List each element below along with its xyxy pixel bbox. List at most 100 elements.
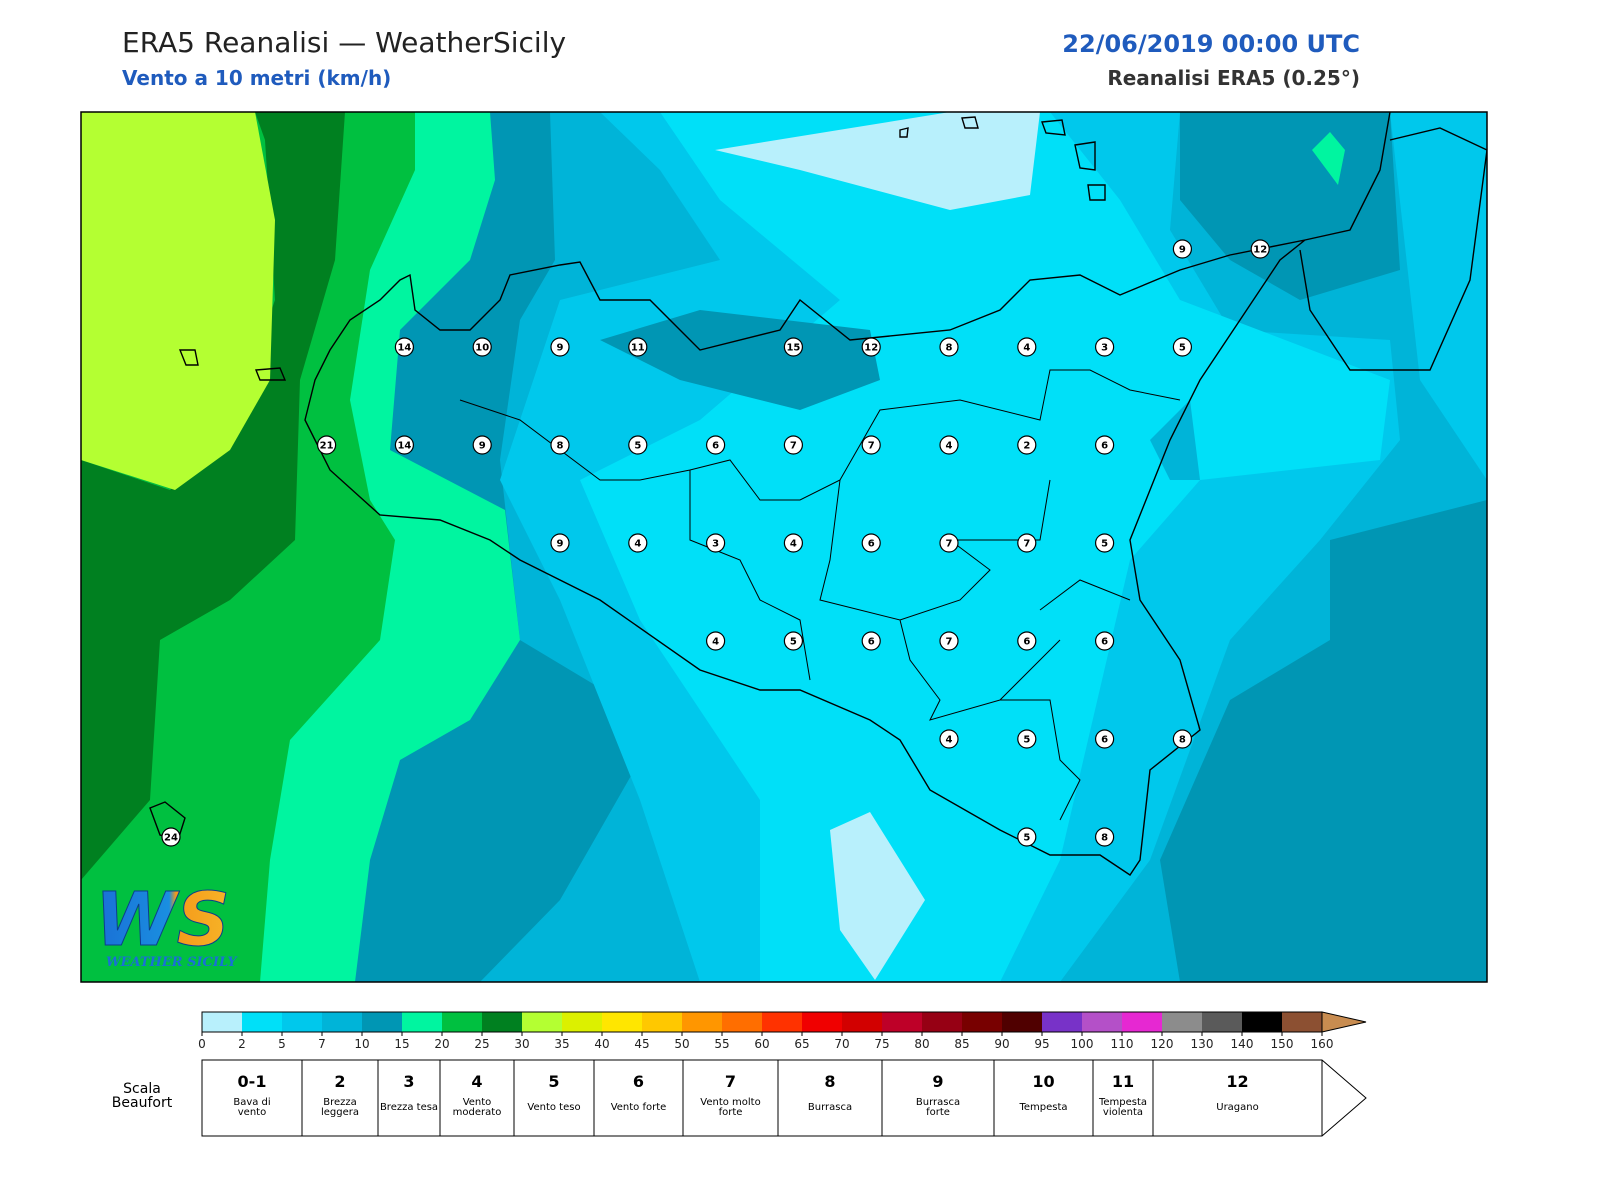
station-marker: [1172, 337, 1193, 357]
colorbar: 0 2 5 7 10 15 20 25 30 35 40 45 50 55 60 65 70 75 80 85 90 95…: [198, 1011, 1367, 1051]
colorbar-segment: [442, 1012, 482, 1032]
logo: WS WEATHER SICILY: [95, 877, 239, 971]
station-marker: [550, 337, 570, 357]
station-marker: [1172, 729, 1193, 749]
colorbar-tick-label: 40: [594, 1037, 609, 1051]
station-marker: [1017, 435, 1037, 455]
colorbar-tick-label: 5: [278, 1037, 286, 1051]
beaufort-cell: 8 Burrasca: [778, 1060, 882, 1136]
colorbar-segment: [1002, 1012, 1042, 1032]
beaufort-cell: 6 Vento forte: [594, 1060, 683, 1136]
station-value: 9: [1179, 245, 1186, 256]
station-marker: [1017, 533, 1037, 553]
station-value: 5: [1179, 343, 1186, 354]
colorbar-segment: [1042, 1012, 1082, 1032]
station-marker: [628, 337, 648, 357]
stations: 9 12 14 10 9 11 15 12 8 4 3 5 21 14 9 8 5 6 7 7 4 2 6 9 4 3 4 6 7 7 5 4…: [161, 239, 1270, 847]
colorbar-tick-label: 30: [514, 1037, 529, 1051]
colorbar-segment: [602, 1012, 642, 1032]
colorbar-segment: [202, 1012, 242, 1032]
station-marker: [317, 435, 337, 455]
colorbar-segment: [322, 1012, 362, 1032]
station-value: 8: [1179, 735, 1186, 746]
subtitle: Vento a 10 metri (km/h): [122, 66, 391, 90]
station-marker: [628, 533, 648, 553]
station-marker: [1017, 729, 1037, 749]
beaufort-cell: 9 Burrasca forte: [882, 1060, 994, 1136]
station-marker: [783, 631, 804, 651]
beaufort-force: 7: [724, 1072, 737, 1091]
station-marker: [861, 533, 881, 553]
field: [81, 112, 345, 880]
colorbar-tick-label: 95: [1034, 1037, 1049, 1051]
beaufort-description: Burrasca forte: [915, 1097, 961, 1118]
station-marker: [161, 827, 181, 847]
station-value: 5: [790, 637, 797, 648]
colorbar-segment: [882, 1012, 922, 1032]
station-value: 7: [790, 441, 797, 452]
beaufort-label: Scala Beaufort: [111, 1081, 173, 1111]
station-marker: [939, 631, 959, 651]
colorbar-tick-label: 130: [1191, 1037, 1214, 1051]
calabria-coast: [1304, 112, 1391, 241]
station-value: 7: [946, 539, 953, 550]
colorbar-segment: [722, 1012, 762, 1032]
station-value: 5: [1101, 539, 1108, 550]
colorbar-tick-label: 150: [1271, 1037, 1294, 1051]
station-value: 6: [712, 441, 719, 452]
colorbar-tick-label: 25: [474, 1037, 489, 1051]
station-marker: [1017, 827, 1037, 847]
beaufort-cell: 7 Vento molto forte: [683, 1060, 778, 1136]
station-marker: [1094, 533, 1115, 553]
station-marker: [550, 533, 570, 553]
coastline: [149, 112, 1487, 876]
colorbar-tick-label: 140: [1231, 1037, 1254, 1051]
colorbar-tick-label: 65: [794, 1037, 809, 1051]
beaufort-description: Tempesta: [1019, 1102, 1068, 1113]
calabria-coast: [1389, 127, 1487, 151]
station-value: 11: [631, 343, 645, 354]
field: [600, 310, 880, 410]
field: [81, 112, 275, 490]
station-value: 4: [946, 441, 953, 452]
station-value: 15: [786, 343, 800, 354]
station-value: 21: [320, 441, 334, 452]
station-marker: [783, 337, 804, 357]
station-value: 14: [397, 441, 411, 452]
title: ERA5 Reanalisi — WeatherSicily: [122, 26, 566, 59]
station-value: 4: [1023, 343, 1030, 354]
station-value: 8: [1101, 833, 1108, 844]
map-frame: [80, 111, 1488, 983]
colorbar-tick-label: 120: [1151, 1037, 1174, 1051]
station-marker: [472, 337, 492, 357]
field: [1312, 132, 1345, 185]
station-marker: [472, 435, 492, 455]
beaufort-frame: [201, 1059, 1367, 1137]
map: 9 12 14 10 9 11 15 12 8 4 3 5 21 14 9 8 5 6 7 7 4 2 6 9 4 3 4 6 7 7 5 4…: [81, 112, 1487, 982]
station-value: 12: [1253, 245, 1267, 256]
colorbar-segment: [242, 1012, 282, 1032]
station-marker: [783, 435, 804, 455]
field: [1180, 112, 1400, 300]
station-marker: [705, 533, 726, 553]
beaufort-force: 3: [403, 1072, 415, 1091]
beaufort-description: Vento moderato: [452, 1097, 502, 1118]
colorbar-segment: [922, 1012, 962, 1032]
station-marker: [939, 729, 959, 749]
station-value: 6: [1101, 735, 1108, 746]
station-marker: [1017, 337, 1037, 357]
beaufort-cell: 11 Tempesta violenta: [1093, 1060, 1153, 1136]
station-marker: [861, 435, 881, 455]
station-value: 4: [712, 637, 719, 648]
logo-caption: WEATHER SICILY: [106, 955, 238, 970]
station-marker: [394, 337, 414, 357]
beaufort-description: Brezza tesa: [379, 1102, 439, 1113]
station-marker: [939, 435, 959, 455]
station-marker: [783, 533, 804, 553]
station-value: 4: [634, 539, 641, 550]
station-value: 4: [946, 735, 953, 746]
colorbar-extension: [1321, 1011, 1367, 1033]
colorbar-tick-label: 85: [954, 1037, 969, 1051]
